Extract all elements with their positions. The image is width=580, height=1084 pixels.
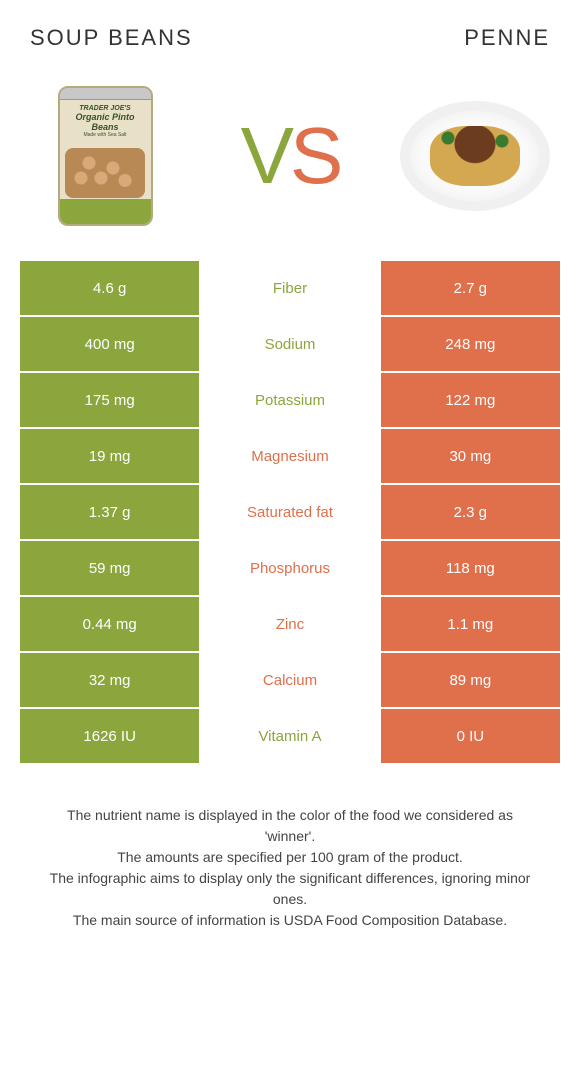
left-value: 400 mg [20,317,199,371]
table-row: 4.6 gFiber2.7 g [20,261,560,317]
vs-label: VS [241,110,340,202]
right-value: 2.3 g [381,485,560,539]
left-food-image: TRADER JOE'S Organic Pinto Beans Made wi… [30,81,180,231]
right-value: 118 mg [381,541,560,595]
plate-icon [400,101,550,211]
nutrient-label: Fiber [200,261,379,315]
vs-v: V [241,110,290,202]
table-row: 32 mgCalcium89 mg [20,653,560,709]
nutrient-label: Sodium [200,317,379,371]
nutrient-label: Potassium [200,373,379,427]
table-row: 400 mgSodium248 mg [20,317,560,373]
right-title: PENNE [464,25,550,51]
left-value: 59 mg [20,541,199,595]
nutrient-label: Saturated fat [200,485,379,539]
right-food-image [400,81,550,231]
left-value: 32 mg [20,653,199,707]
table-row: 59 mgPhosphorus118 mg [20,541,560,597]
left-value: 0.44 mg [20,597,199,651]
nutrient-label: Phosphorus [200,541,379,595]
can-brand: TRADER JOE'S [62,105,149,112]
can-product: Organic Pinto Beans [62,112,149,132]
left-value: 19 mg [20,429,199,483]
right-value: 2.7 g [381,261,560,315]
nutrient-label: Magnesium [200,429,379,483]
left-value: 175 mg [20,373,199,427]
footer-line-1: The nutrient name is displayed in the co… [40,805,540,847]
footer-line-2: The amounts are specified per 100 gram o… [40,847,540,868]
nutrient-label: Calcium [200,653,379,707]
left-value: 1626 IU [20,709,199,763]
left-title: SOUP BEANS [30,25,193,51]
vs-s: S [290,110,339,202]
left-value: 1.37 g [20,485,199,539]
right-value: 122 mg [381,373,560,427]
left-value: 4.6 g [20,261,199,315]
infographic-container: SOUP BEANS PENNE TRADER JOE'S Organic Pi… [0,0,580,951]
table-row: 1626 IUVitamin A0 IU [20,709,560,765]
table-row: 175 mgPotassium122 mg [20,373,560,429]
table-row: 0.44 mgZinc1.1 mg [20,597,560,653]
nutrient-label: Vitamin A [200,709,379,763]
nutrient-table: 4.6 gFiber2.7 g400 mgSodium248 mg175 mgP… [20,261,560,765]
can-icon: TRADER JOE'S Organic Pinto Beans Made wi… [58,86,153,226]
table-row: 1.37 gSaturated fat2.3 g [20,485,560,541]
hero-row: TRADER JOE'S Organic Pinto Beans Made wi… [20,71,560,261]
right-value: 248 mg [381,317,560,371]
footer-line-4: The main source of information is USDA F… [40,910,540,931]
titles-row: SOUP BEANS PENNE [20,20,560,71]
footer-line-3: The infographic aims to display only the… [40,868,540,910]
right-value: 30 mg [381,429,560,483]
footer-notes: The nutrient name is displayed in the co… [20,765,560,951]
right-value: 0 IU [381,709,560,763]
right-value: 1.1 mg [381,597,560,651]
nutrient-label: Zinc [200,597,379,651]
right-value: 89 mg [381,653,560,707]
table-row: 19 mgMagnesium30 mg [20,429,560,485]
can-sub: Made with Sea Salt [62,132,149,138]
